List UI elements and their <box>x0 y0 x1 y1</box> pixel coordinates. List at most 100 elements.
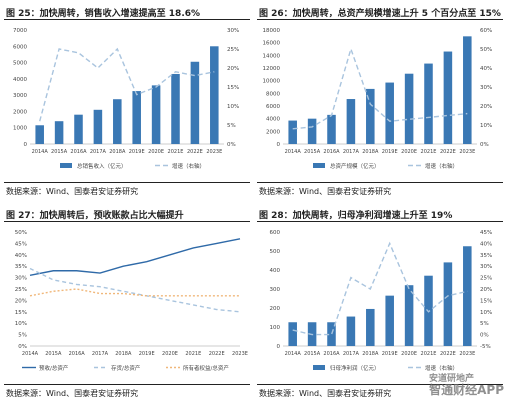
title-rule <box>257 19 503 20</box>
y-tick-label: 10% <box>15 321 27 327</box>
legend-label: 归母净利润（亿元） <box>330 364 380 372</box>
y2-tick-label: 10% <box>480 123 492 129</box>
legend-label: 预收/总资产 <box>39 364 69 372</box>
bar <box>35 125 44 144</box>
x-tick-label: 2017A <box>343 149 360 155</box>
y2-tick-label: 40% <box>480 241 492 247</box>
growth-line <box>292 241 468 336</box>
y2-tick-label: 30% <box>227 28 239 34</box>
y-tick-label: 15% <box>15 310 27 316</box>
y-tick-label: 0% <box>18 344 27 350</box>
watermark-main: 智通财经APP <box>429 383 504 397</box>
legend-label: 总资产规模（亿元） <box>330 162 380 170</box>
bar <box>190 61 200 144</box>
x-tick-label: 2022E <box>187 149 203 155</box>
legend-label: 增速（右轴） <box>425 364 458 372</box>
growth-line <box>39 47 215 122</box>
bar <box>113 99 122 144</box>
y-tick-label: 18000 <box>263 28 281 34</box>
bar <box>93 109 103 144</box>
x-tick-label: 2017A <box>90 149 107 155</box>
y2-tick-label: 35% <box>480 253 492 259</box>
series-line <box>29 288 240 297</box>
x-tick-label: 2022E <box>440 351 456 357</box>
y2-tick-label: 45% <box>480 230 492 236</box>
bar <box>404 73 414 144</box>
y-tick-label: 0 <box>277 142 281 148</box>
bar <box>366 88 375 144</box>
legend-label: 总销售收入（亿元） <box>77 162 127 170</box>
chart-source: 数据来源：Wind、国泰君安证券研究 <box>259 187 392 196</box>
y-tick-label: 14000 <box>263 53 281 59</box>
bar <box>327 114 336 144</box>
watermark: 安道研地产 智通财经APP <box>429 374 504 398</box>
bar <box>463 246 472 346</box>
title-rule <box>4 19 250 20</box>
y2-tick-label: 5% <box>480 321 489 327</box>
x-tick-label: 2017A <box>343 351 360 357</box>
x-tick-label: 2021E <box>421 351 437 357</box>
chart-source: 数据来源：Wind、国泰君安证券研究 <box>6 187 139 196</box>
bar <box>346 316 356 346</box>
bar <box>151 85 161 144</box>
y-tick-label: 50% <box>15 230 27 236</box>
sales-chart: 0 1000 2000 3000 4000 5000 6000 7000 0% 5% 10% 15% 2… <box>13 28 239 170</box>
chart-source: 数据来源：Wind、国泰君安证券研究 <box>259 389 392 398</box>
x-tick-label: 2021E <box>421 149 437 155</box>
y2-tick-label: 40% <box>480 66 492 72</box>
chart-panel-profit: 图 28：加快周转，归母净利润增速上升至 19% 0 100 200 300 400 50… <box>255 204 505 399</box>
x-tick-label: 2020E <box>401 351 417 357</box>
chart-panel-sales: 图 25：加快周转，销售收入增速提高至 18.6% 0 1000 2000 3000 4… <box>2 2 252 197</box>
legend-swatch <box>313 163 325 168</box>
x-tick-label: 2022E <box>209 351 225 357</box>
y2-tick-label: 20% <box>480 287 492 293</box>
y-tick-label: 6000 <box>13 44 27 50</box>
title-rule <box>4 221 250 222</box>
y-tick-label: 300 <box>270 287 281 293</box>
x-tick-label: 2017A <box>92 351 109 357</box>
legend-label: 增速（右轴） <box>172 162 205 170</box>
y2-tick-label: 20% <box>227 66 239 72</box>
bar <box>463 36 472 145</box>
x-tick-label: 2015A <box>304 149 321 155</box>
y-tick-label: 40% <box>15 253 27 259</box>
x-tick-label: 2020E <box>148 149 164 155</box>
y2-tick-label: 60% <box>480 28 492 34</box>
chart-title: 图 26：加快周转，总资产规模增速上升 5 个百分点至 15% <box>259 9 501 19</box>
chart-panel-assets: 图 26：加快周转，总资产规模增速上升 5 个百分点至 15% 0 2000 400… <box>255 2 505 197</box>
x-tick-label: 2016A <box>69 351 86 357</box>
title-rule <box>257 221 503 222</box>
y-tick-label: 7000 <box>13 28 27 34</box>
x-tick-label: 2018A <box>109 149 126 155</box>
bar <box>366 308 375 346</box>
x-tick-label: 2018A <box>362 149 379 155</box>
y2-tick-label: 25% <box>480 276 492 282</box>
y2-tick-label: 5% <box>227 123 236 129</box>
y-tick-label: 100 <box>270 325 281 331</box>
y-tick-label: 0 <box>24 142 28 148</box>
y2-tick-label: 0% <box>480 142 489 148</box>
y-tick-label: 30% <box>15 276 27 282</box>
x-tick-label: 2018A <box>115 351 132 357</box>
y2-tick-label: 15% <box>480 298 492 304</box>
y-tick-label: 4000 <box>13 77 27 83</box>
profit-chart: 0 100 200 300 400 500 600 -5% 0% 5% 10% 15% 20% 25% 30… <box>270 230 493 372</box>
x-tick-label: 2016A <box>323 149 340 155</box>
x-tick-label: 2016A <box>70 149 87 155</box>
bar <box>288 120 297 144</box>
y2-tick-label: -5% <box>480 344 491 350</box>
y-tick-label: 500 <box>270 249 281 255</box>
x-tick-label: 2019E <box>129 149 145 155</box>
x-tick-label: 2022E <box>440 149 456 155</box>
y2-tick-label: 50% <box>480 47 492 53</box>
y-tick-label: 5% <box>18 333 27 339</box>
bar <box>210 46 219 144</box>
y-tick-label: 16000 <box>263 41 281 47</box>
x-tick-label: 2015A <box>304 351 321 357</box>
y2-tick-label: 15% <box>227 85 239 91</box>
bar <box>443 262 453 346</box>
y-tick-label: 8000 <box>266 91 280 97</box>
y2-tick-label: 30% <box>480 264 492 270</box>
x-tick-label: 2019E <box>139 351 155 357</box>
source-rule <box>4 182 250 183</box>
